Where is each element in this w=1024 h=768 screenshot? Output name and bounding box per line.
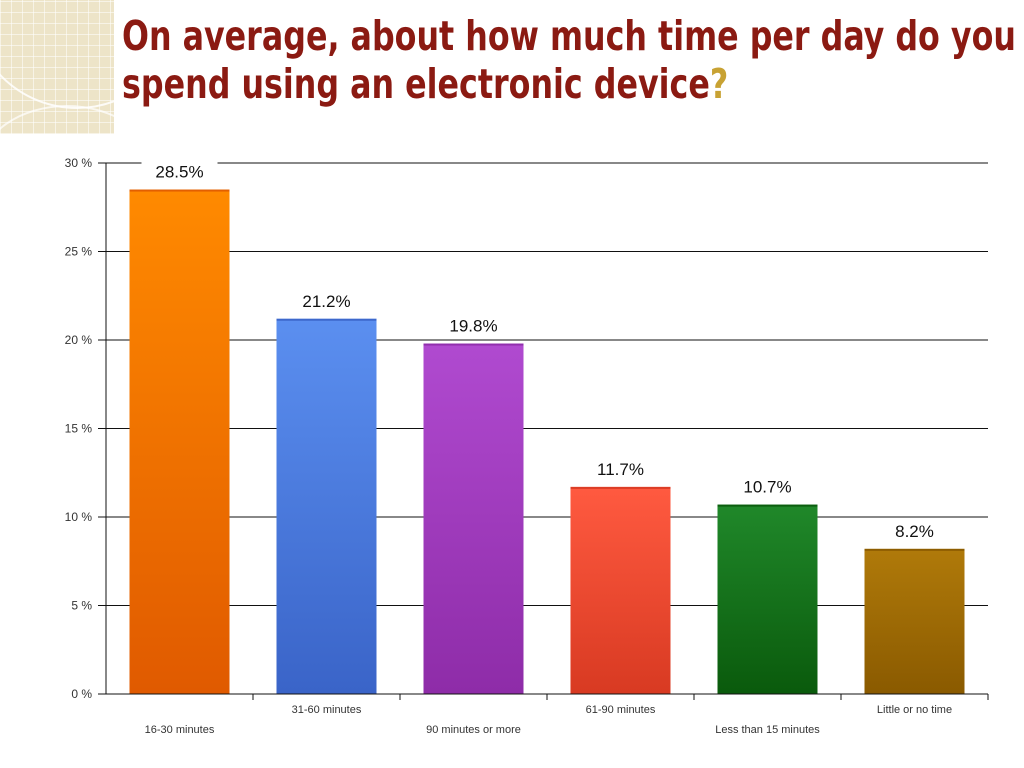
title-question-mark: ? <box>709 60 729 108</box>
y-tick-label: 20 % <box>65 333 93 347</box>
axes: 0 % 5 % 10 % 15 % 20 % 25 % 30 % 16-30 minutes 3… <box>65 156 989 736</box>
y-tick-label: 10 % <box>65 510 93 524</box>
data-label-bg <box>729 474 806 499</box>
corner-decoration <box>0 0 114 134</box>
bar-top-edge-2 <box>423 343 524 346</box>
data-label-bg <box>288 288 365 313</box>
bars <box>129 189 965 695</box>
bar-chart: 0 % 5 % 10 % 15 % 20 % 25 % 30 % 16-30 minutes 3… <box>65 156 989 736</box>
title-line-2: spend using an electronic device <box>122 60 710 108</box>
grid-lines <box>106 162 988 606</box>
x-category-label: 31-60 minutes <box>292 704 362 716</box>
y-tick-label: 15 % <box>65 422 93 436</box>
y-tick-label: 30 % <box>65 156 93 170</box>
x-category-label: 61-90 minutes <box>586 704 656 716</box>
data-label-bg <box>141 159 218 184</box>
x-category-label: Little or no time <box>877 704 952 716</box>
y-tick-label: 0 % <box>71 687 92 701</box>
data-label: 11.7% <box>597 460 644 479</box>
bar-top-edge-3 <box>570 486 671 489</box>
data-label-bg <box>582 456 659 481</box>
x-category-label: 90 minutes or more <box>426 724 521 736</box>
labels: 28.5% 21.2% 19.8% 11.7% 10.7% 8.2% <box>141 159 953 543</box>
data-label: 28.5% <box>155 163 203 182</box>
x-category-label: 16-30 minutes <box>145 724 215 736</box>
data-label-bg <box>876 518 953 543</box>
bar-4 <box>717 504 818 694</box>
data-label: 19.8% <box>449 317 497 336</box>
data-label-bg <box>435 313 512 338</box>
bar-5 <box>864 548 965 694</box>
data-label: 21.2% <box>302 292 350 311</box>
x-category-label: Less than 15 minutes <box>715 724 820 736</box>
bar-top-edge-0 <box>129 189 230 192</box>
slide-title: On average, about how much time per day … <box>122 12 1016 108</box>
bar-top-edge-5 <box>864 548 965 551</box>
y-tick-label: 25 % <box>65 245 93 259</box>
bar-3 <box>570 486 671 694</box>
title-line-1: On average, about how much time per day … <box>122 12 1016 60</box>
bar-2 <box>423 343 524 694</box>
bar-0 <box>129 189 230 695</box>
data-label: 10.7% <box>743 478 791 497</box>
bar-1 <box>276 318 377 694</box>
bar-top-edge-1 <box>276 318 377 321</box>
y-tick-label: 5 % <box>71 599 92 613</box>
data-label: 8.2% <box>895 522 934 541</box>
bar-top-edge-4 <box>717 504 818 507</box>
